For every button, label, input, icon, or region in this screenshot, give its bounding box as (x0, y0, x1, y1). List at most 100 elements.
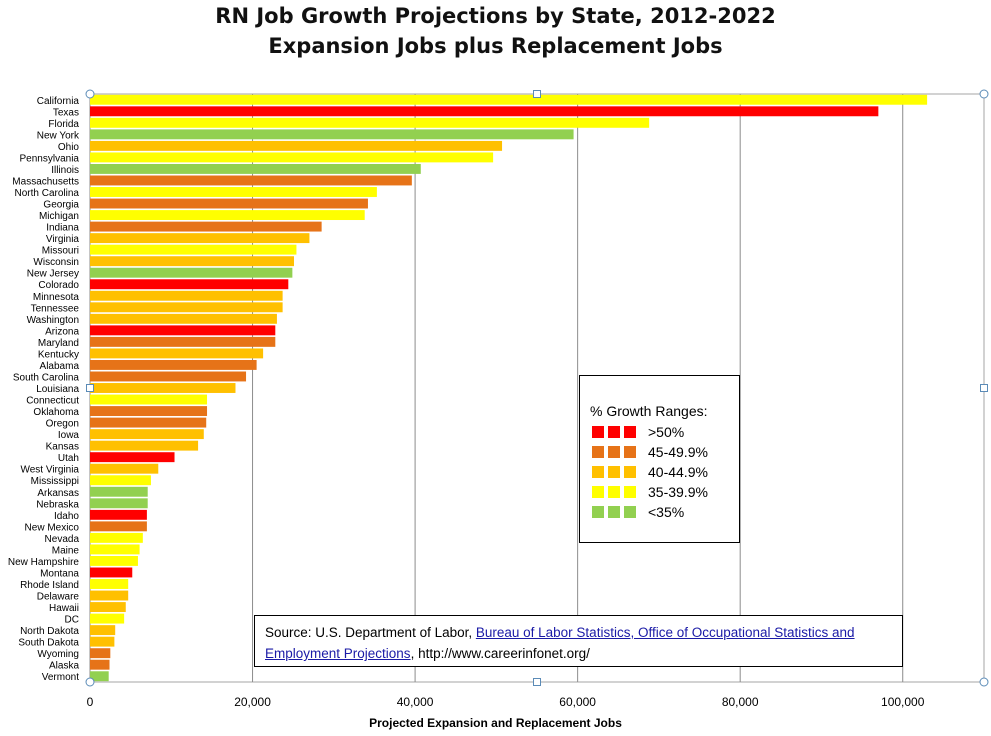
bar (90, 498, 148, 509)
bar (90, 567, 133, 578)
y-tick-label: South Carolina (13, 372, 80, 383)
y-tick-label: Minnesota (33, 292, 80, 303)
selection-handle (533, 90, 541, 98)
bar (90, 406, 208, 417)
y-tick-label: Oklahoma (33, 407, 79, 418)
bar (90, 313, 277, 324)
legend-swatch (608, 506, 620, 518)
bar (90, 636, 115, 647)
y-tick-label: Wisconsin (33, 257, 79, 268)
bar (90, 221, 322, 232)
y-tick-label: Louisiana (36, 384, 79, 395)
y-tick-label: Georgia (43, 200, 79, 211)
bar (90, 613, 125, 624)
bar (90, 94, 928, 105)
legend-swatch (592, 446, 604, 458)
y-tick-label: Missouri (42, 246, 79, 257)
legend-label: 40-44.9% (648, 464, 708, 480)
y-tick-label: North Carolina (15, 188, 80, 199)
source-prefix: Source: U.S. Department of Labor, (265, 625, 476, 640)
y-tick-label: Florida (48, 119, 79, 130)
y-tick-label: New Mexico (25, 522, 80, 533)
bar (90, 602, 126, 613)
y-tick-label: Pennsylvania (20, 153, 80, 164)
source-link[interactable]: Bureau of Labor Statistics, Office of Oc… (265, 625, 855, 661)
x-tick-label: 0 (87, 695, 94, 709)
bar (90, 475, 151, 486)
bar (90, 325, 276, 336)
legend-swatch (592, 426, 604, 438)
bar (90, 187, 377, 197)
y-tick-label: Maine (52, 545, 80, 556)
y-tick-label: Alaska (49, 661, 79, 672)
selection-handle (979, 677, 989, 687)
bar (90, 244, 297, 255)
legend-swatch (624, 486, 636, 498)
y-tick-label: New York (37, 130, 80, 141)
legend-swatch (608, 466, 620, 478)
legend: % Growth Ranges: >50% 45-49.9% 40-44.9% … (579, 375, 740, 543)
bar (90, 521, 147, 532)
bar (90, 648, 111, 659)
y-tick-label: Massachusetts (12, 176, 79, 187)
bar (90, 532, 143, 543)
legend-swatch (624, 446, 636, 458)
x-tick-label: 40,000 (397, 695, 434, 709)
legend-item: <35% (592, 504, 685, 520)
y-tick-label: Nevada (45, 534, 80, 545)
bar (90, 163, 421, 174)
legend-swatch (592, 466, 604, 478)
selection-handle (85, 89, 95, 99)
legend-label: >50% (648, 424, 685, 440)
bar (90, 290, 283, 301)
y-tick-label: Alabama (40, 361, 80, 372)
legend-swatch (592, 486, 604, 498)
y-tick-label: Connecticut (26, 396, 79, 407)
bar (90, 417, 207, 428)
legend-item: >50% (592, 424, 685, 440)
x-tick-label: 20,000 (234, 695, 271, 709)
y-tick-label: Washington (27, 315, 79, 326)
y-tick-label: New Hampshire (8, 557, 80, 568)
selection-handle (85, 677, 95, 687)
source-suffix: , http://www.careerinfonet.org/ (410, 646, 590, 661)
y-tick-label: Montana (40, 568, 79, 579)
legend-swatch (608, 486, 620, 498)
y-tick-label: Kansas (46, 442, 79, 453)
y-tick-label: Delaware (37, 592, 80, 603)
bar (90, 440, 199, 451)
bar (90, 117, 650, 128)
y-tick-label: Arkansas (37, 488, 79, 499)
chart-title: RN Job Growth Projections by State, 2012… (215, 4, 776, 28)
chart-subtitle: Expansion Jobs plus Replacement Jobs (268, 34, 723, 58)
y-tick-label: Oregon (46, 419, 79, 430)
legend-swatch (608, 426, 620, 438)
y-tick-label: Indiana (46, 223, 79, 234)
bar (90, 394, 208, 405)
bar (90, 348, 264, 359)
x-tick-label: 60,000 (559, 695, 596, 709)
bar (90, 233, 310, 244)
bar (90, 452, 175, 463)
y-tick-label: Vermont (42, 672, 79, 683)
y-tick-label: Utah (58, 453, 79, 464)
legend-swatch (592, 506, 604, 518)
y-tick-label: Rhode Island (20, 580, 79, 591)
source-note: Source: U.S. Department of Labor, Bureau… (254, 615, 903, 667)
bar (90, 671, 109, 682)
y-tick-label: Nebraska (36, 499, 79, 510)
x-tick-label: 80,000 (722, 695, 759, 709)
legend-swatch (624, 506, 636, 518)
bar (90, 590, 129, 601)
y-tick-label: Wyoming (37, 649, 79, 660)
bar (90, 152, 494, 163)
legend-label: 45-49.9% (648, 444, 708, 460)
legend-label: <35% (648, 504, 685, 520)
bar (90, 256, 294, 267)
y-tick-label: Mississippi (31, 476, 79, 487)
bar (90, 302, 283, 313)
y-tick-label: Iowa (58, 430, 80, 441)
bar (90, 129, 574, 140)
bar (90, 509, 147, 520)
